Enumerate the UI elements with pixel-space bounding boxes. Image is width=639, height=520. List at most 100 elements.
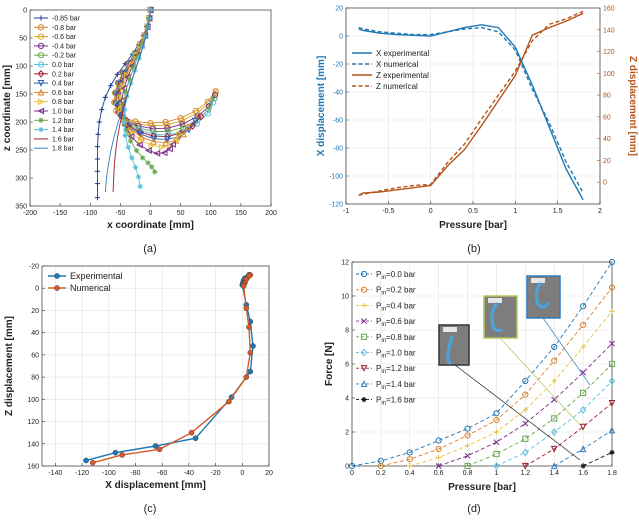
- legend-marker: [361, 397, 367, 403]
- legend-marker: [360, 380, 368, 387]
- legend-label-main: P: [376, 396, 381, 405]
- data-point: [150, 135, 158, 143]
- data-point: [148, 142, 156, 149]
- data-point: [131, 65, 137, 71]
- data-point: [94, 144, 101, 150]
- data-point: [580, 321, 587, 328]
- legend-marker: [37, 69, 45, 78]
- x-tick-label: -50: [115, 210, 125, 217]
- x-tick-label: 100: [205, 210, 217, 217]
- data-point: [128, 138, 134, 144]
- data-point: [464, 432, 471, 439]
- y-tick-label: -100: [329, 174, 343, 181]
- photo-inset: [438, 324, 470, 366]
- legend-marker: [360, 333, 368, 340]
- y-tick-label: 80: [31, 375, 39, 382]
- x-tick-label: -0.5: [382, 208, 394, 215]
- data-point: [156, 446, 163, 453]
- x-tick-label: 200: [265, 210, 277, 217]
- data-point: [162, 139, 169, 146]
- data-point: [117, 106, 125, 114]
- legend: Experimental Numerical: [48, 271, 123, 293]
- x-tick-label: 0.4: [405, 470, 415, 477]
- data-point: [522, 407, 528, 413]
- legend: -0.85 bar -0.8 bar -0.6 bar -0.4 bar -0.2 ba…: [34, 15, 81, 153]
- x-tick-label: -100: [83, 210, 97, 217]
- data-point: [522, 420, 529, 427]
- legend-label-main: P: [376, 301, 381, 310]
- y-tick-label: 6: [345, 362, 349, 369]
- x-axis-label: Pressure [bar]: [439, 220, 507, 231]
- x-axis-label: x coordinate [mm]: [107, 220, 194, 231]
- y-tick-label: 160: [27, 464, 39, 471]
- x-tick-label: -20: [211, 470, 221, 477]
- data-point: [137, 183, 143, 189]
- x-tick-label: 1.4: [549, 470, 559, 477]
- legend-label: 1.2 bar: [52, 118, 74, 125]
- y-tick-label: 40: [31, 330, 39, 337]
- panel-caption: (a): [143, 243, 156, 255]
- y-tick-label: 20: [31, 308, 39, 315]
- series-line: [496, 380, 613, 467]
- y-tick-label: 200: [15, 120, 27, 127]
- legend: X experimental X numerical Z experimental Z…: [352, 49, 430, 91]
- legend-marker: [37, 107, 45, 115]
- legend-marker: [37, 33, 45, 40]
- data-point: [166, 145, 173, 153]
- data-point: [435, 437, 442, 444]
- x-tick-label: -150: [53, 210, 67, 217]
- legend-label-sub: in: [381, 385, 386, 391]
- legend-label: Numerical: [70, 283, 111, 293]
- legend-label-sub: in: [381, 354, 386, 360]
- legend-label: -0.8 bar: [52, 25, 77, 32]
- data-point: [123, 72, 131, 79]
- data-point: [188, 429, 195, 436]
- finger-shape: [490, 302, 503, 333]
- legend-label-rest: =1.2 bar: [386, 364, 416, 373]
- y-tick-label: -60: [333, 118, 343, 125]
- y-tick-label: 350: [15, 204, 27, 211]
- inset-pointer: [454, 364, 581, 461]
- data-point: [137, 137, 145, 144]
- data-point: [493, 417, 500, 424]
- x-tick-label: -1: [343, 208, 349, 215]
- legend-label-sub: in: [381, 291, 386, 297]
- data-point: [579, 423, 587, 431]
- x-tick-label: 0: [149, 210, 153, 217]
- data-point: [521, 462, 529, 470]
- data-point: [551, 378, 557, 384]
- y-tick-label: 300: [15, 176, 27, 183]
- data-point: [135, 174, 142, 180]
- legend-marker: [360, 348, 368, 357]
- data-point: [164, 125, 171, 132]
- legend-marker: [37, 24, 45, 31]
- y-axis-label: Force [N]: [324, 342, 335, 386]
- data-point: [121, 107, 128, 113]
- data-point: [551, 415, 558, 422]
- panel-b: -1 -0.5 0 0.5 1 1.5 2 -120 -100 -80 -60 -40 -20 0 20 0 2…: [316, 6, 638, 256]
- data-point: [94, 156, 101, 162]
- legend-label-sub: in: [381, 306, 386, 312]
- data-point: [117, 94, 125, 102]
- legend-label: -0.2 bar: [52, 53, 77, 60]
- legend-label: X numerical: [376, 60, 418, 69]
- photo-inset: [483, 295, 518, 339]
- legend-label-rest: =1.4 bar: [386, 380, 416, 389]
- data-point: [211, 95, 218, 102]
- series-line: [104, 9, 151, 193]
- y-tick-label: -80: [333, 146, 343, 153]
- legend-label: 1.6 bar: [52, 136, 74, 143]
- data-point: [493, 410, 500, 417]
- data-point: [608, 284, 616, 291]
- y-right-tick-label: 80: [603, 93, 611, 100]
- series-line: [351, 261, 613, 467]
- data-point: [407, 463, 413, 469]
- data-point: [406, 456, 413, 463]
- data-point: [580, 303, 587, 310]
- legend-label: Z numerical: [376, 82, 418, 91]
- legend-marker: [360, 365, 368, 372]
- legend-label: 1.8 bar: [52, 146, 74, 153]
- legend-label: Pin=0.6 bar: [376, 317, 416, 328]
- data-point: [127, 133, 135, 140]
- legend-label: -0.85 bar: [52, 16, 81, 23]
